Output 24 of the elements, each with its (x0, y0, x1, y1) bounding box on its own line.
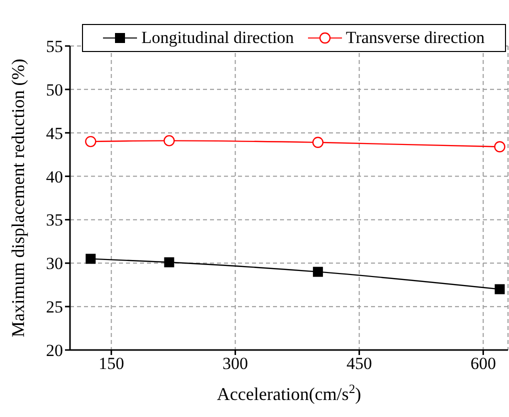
y-tick-label: 40 (46, 167, 63, 186)
x-axis-title: Acceleration(cm/s$^{2}$) (216, 382, 362, 404)
x-tick-label: 300 (222, 354, 248, 374)
point (312, 266, 323, 277)
y-tick-label: 50 (46, 80, 63, 100)
point (164, 257, 174, 268)
y-tick-label: 35 (46, 210, 63, 230)
y-axis-title: Maximum displacement reduction (%) (8, 58, 28, 338)
point (85, 136, 96, 148)
y-tick-label: 55 (46, 37, 63, 56)
point (312, 136, 324, 148)
y-tick-label: 30 (46, 254, 63, 274)
x-tick-label: 600 (470, 354, 496, 374)
y-tick-label: 25 (46, 298, 63, 317)
legend-label: Transverse direction (344, 28, 485, 48)
point (494, 284, 505, 294)
point (164, 135, 175, 146)
point (86, 254, 96, 264)
x-tick-label: 450 (346, 354, 372, 374)
legend-label: Longitudinal direction (140, 28, 294, 48)
point (494, 141, 506, 152)
x-tick-label: 150 (98, 354, 124, 374)
y-tick-label: 45 (46, 124, 63, 143)
y-tick-label: 20 (46, 341, 63, 360)
